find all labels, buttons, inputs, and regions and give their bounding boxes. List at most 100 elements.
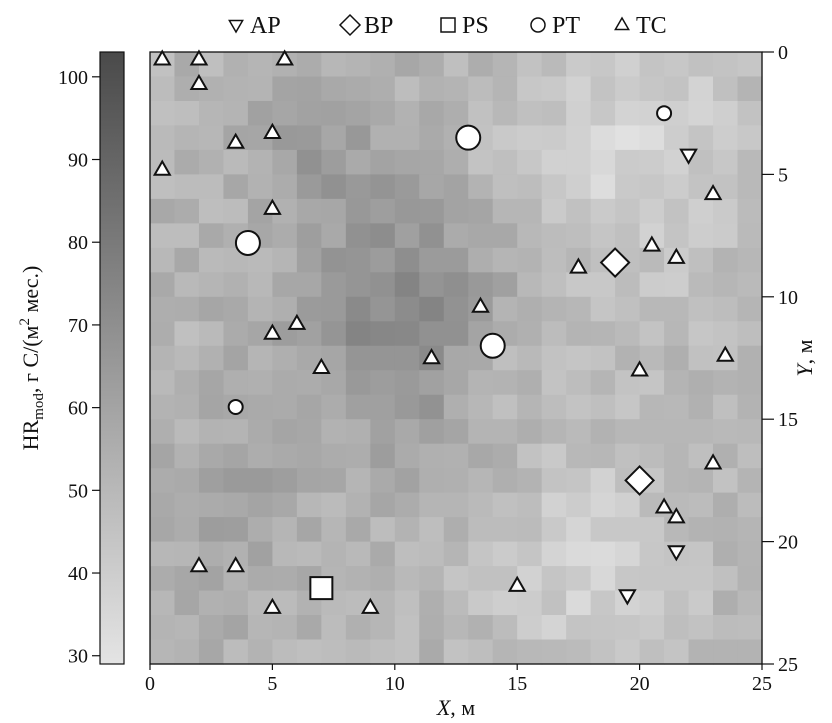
heatmap-cell	[419, 468, 445, 494]
heatmap-cell	[174, 247, 200, 273]
y-axis-label: Y, м	[792, 339, 817, 376]
heatmap-cell	[296, 639, 322, 665]
heatmap-cell	[345, 174, 371, 200]
heatmap-cell	[541, 615, 567, 641]
heatmap-cell	[737, 52, 763, 78]
heatmap-cell	[688, 223, 714, 249]
heatmap-cell	[468, 468, 494, 494]
heatmap-cell	[468, 52, 494, 78]
y-tick-label: 25	[778, 654, 798, 676]
heatmap-cell	[370, 296, 396, 322]
marker-ps	[309, 576, 334, 601]
marker-pt	[227, 398, 244, 415]
heatmap-cell	[321, 370, 347, 396]
x-tick-label: 25	[752, 673, 772, 695]
heatmap-cell	[198, 247, 225, 273]
heatmap-cell	[492, 125, 518, 151]
heatmap-cell	[247, 394, 273, 420]
marker-tc	[152, 159, 172, 176]
heatmap-cell	[664, 443, 690, 469]
heatmap-cell	[419, 615, 445, 641]
heatmap-cell	[639, 125, 665, 151]
heatmap-cell	[541, 468, 567, 494]
marker-pt	[234, 229, 261, 256]
marker-bp	[624, 464, 656, 496]
heatmap-cell	[345, 419, 371, 445]
heatmap-cell	[150, 615, 176, 641]
heatmap-cell	[272, 419, 298, 445]
marker-pt	[479, 332, 506, 359]
heatmap-cell	[541, 517, 567, 543]
heatmap-cell	[247, 296, 273, 322]
heatmap-cell	[541, 272, 567, 298]
heatmap-cell	[443, 419, 469, 445]
heatmap-cell	[394, 52, 420, 78]
heatmap-cell	[639, 566, 665, 592]
heatmap-cell	[566, 174, 592, 200]
marker-tc	[360, 597, 380, 614]
heatmap-cell	[296, 52, 322, 78]
heatmap-cell	[566, 149, 592, 175]
site-markers	[152, 49, 735, 614]
marker-tc	[152, 49, 172, 66]
heatmap-cell	[737, 149, 763, 175]
heatmap-cell	[615, 174, 641, 200]
marker-tc	[312, 357, 331, 374]
heatmap-cell	[492, 52, 518, 78]
heatmap-cell	[247, 174, 273, 200]
heatmap-cell	[370, 198, 396, 224]
heatmap-cell	[688, 296, 714, 322]
heatmap-cell	[590, 125, 616, 151]
heatmap-cell	[517, 100, 543, 127]
heatmap-cell	[394, 468, 420, 494]
heatmap-cell	[198, 394, 225, 420]
heatmap-cell	[737, 321, 763, 347]
heatmap-cell	[394, 247, 420, 273]
heatmap-cell	[664, 52, 690, 78]
heatmap-cell	[713, 370, 739, 396]
heatmap-cell	[272, 149, 298, 175]
heatmap-cell	[321, 321, 347, 347]
heatmap-cell	[150, 394, 176, 420]
heatmap-cell	[541, 100, 567, 127]
heatmap-cell	[223, 443, 249, 469]
plot-frame	[149, 51, 763, 665]
heatmap-cell	[419, 272, 445, 298]
heatmap-cell	[566, 492, 592, 518]
heatmap-cell	[150, 223, 176, 249]
heatmap-cell	[394, 517, 420, 543]
heatmap-cell	[615, 100, 641, 127]
heatmap-cell	[150, 100, 176, 127]
heatmap-cell	[590, 296, 616, 322]
heatmap-cell	[590, 76, 616, 102]
heatmap-cell	[150, 590, 176, 616]
heatmap-cell	[198, 639, 225, 665]
heatmap-cell	[713, 272, 739, 298]
heatmap-cell	[566, 541, 592, 567]
marker-tc	[287, 313, 307, 330]
heatmap-cell	[664, 566, 690, 592]
heatmap-cell	[247, 345, 273, 371]
heatmap-cell	[590, 100, 616, 127]
heatmap-cell	[688, 566, 714, 592]
heatmap-cell	[541, 345, 567, 371]
heatmap-cell	[370, 615, 396, 641]
heatmap-cell	[688, 198, 714, 224]
heatmap-cell	[737, 272, 763, 298]
heatmap-cell	[150, 566, 176, 592]
heatmap-cell	[590, 443, 616, 469]
heatmap-cell	[664, 468, 690, 494]
heatmap-cell	[566, 615, 592, 641]
heatmap-cell	[198, 615, 225, 641]
heatmap-cell	[174, 149, 200, 175]
heatmap-cell	[272, 272, 298, 298]
heatmap-cell	[615, 296, 641, 322]
heatmap-cell	[394, 149, 420, 175]
heatmap-cell	[492, 541, 518, 567]
legend-label-ap: AP	[250, 13, 281, 39]
heatmap-cell	[615, 639, 641, 665]
heatmap-cell	[664, 590, 690, 616]
heatmap-cell	[541, 247, 567, 273]
heatmap-cell	[517, 174, 543, 200]
heatmap-cell	[566, 468, 592, 494]
